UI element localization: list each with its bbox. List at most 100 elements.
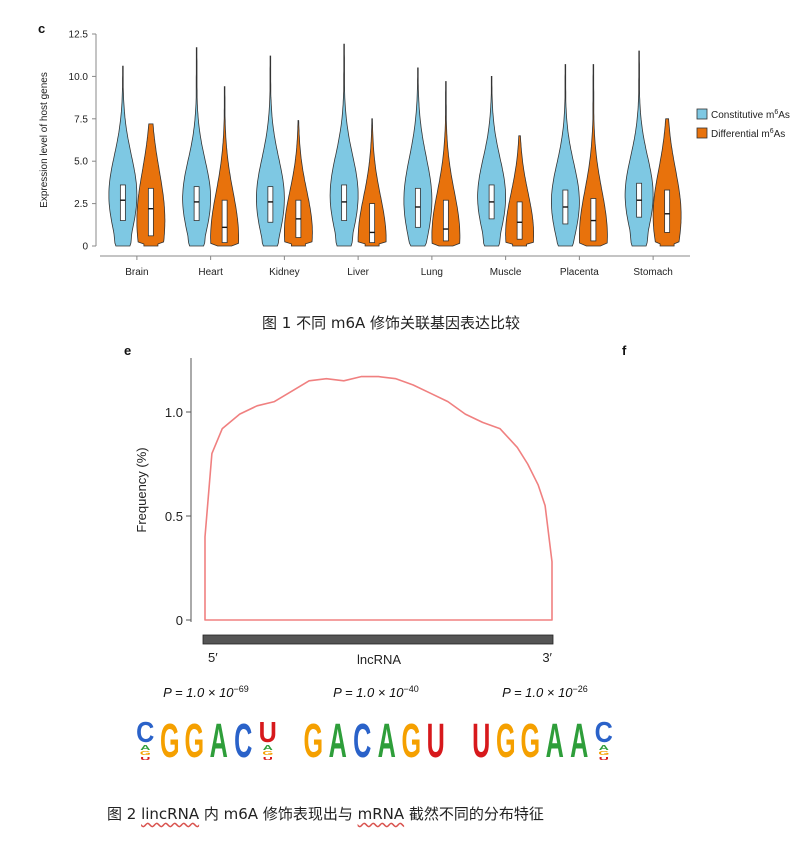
motif-letter-0-1: G bbox=[160, 714, 180, 768]
box-lung-0 bbox=[414, 187, 421, 228]
violin-chart: 0 2.5 5.0 7.5 10.0 12.5 Expression level of ho… bbox=[39, 30, 790, 279]
pvalue-base: P = 1.0 × 10 bbox=[333, 685, 404, 700]
caption-suffix: 截然不同的分布特征 bbox=[404, 805, 544, 823]
motif-letter-2-1: G bbox=[496, 714, 516, 768]
frequency-line bbox=[204, 375, 553, 621]
x-start-label: 5′ bbox=[208, 650, 218, 665]
pvalue-exp: −40 bbox=[404, 684, 419, 694]
violin-placenta-differential bbox=[579, 64, 608, 247]
violin-kidney-constitutive bbox=[255, 55, 285, 247]
panel-letter-c: c bbox=[38, 21, 45, 36]
figure-1-caption: 图 1 不同 m6A 修饰关联基因表达比较 bbox=[262, 314, 521, 332]
box-placenta-1 bbox=[590, 198, 597, 242]
box-heart-1 bbox=[221, 199, 228, 244]
motif-letter-2-5: C bbox=[595, 716, 613, 748]
motif-letter-2-0: U bbox=[472, 714, 490, 768]
pvalue-base: P = 1.0 × 10 bbox=[163, 685, 234, 700]
motif-minor-glyph: G bbox=[140, 750, 151, 756]
motif-letter-2-4: A bbox=[570, 714, 588, 768]
pvalue-base: P = 1.0 × 10 bbox=[502, 685, 573, 700]
violin-heart-differential bbox=[210, 86, 239, 247]
legend-label-1: Differential m6As bbox=[711, 128, 785, 140]
motif-letter-2-2: G bbox=[520, 714, 540, 768]
violin-muscle-differential bbox=[505, 135, 534, 247]
motif-minor-glyph: G bbox=[262, 750, 273, 756]
legend-label-sup: 6 bbox=[770, 128, 774, 135]
legend-label-0: Constitutive m6As bbox=[711, 109, 790, 121]
legend-label-tail: As bbox=[778, 110, 790, 121]
motif-letter-0-4: C bbox=[234, 714, 252, 768]
caption-middle: 内 m6A 修饰表现出与 bbox=[199, 805, 358, 823]
pvalue-exp: −69 bbox=[234, 684, 249, 694]
box-heart-0 bbox=[193, 186, 200, 221]
motif-letter-1-4: G bbox=[401, 714, 421, 768]
motif-letter-1-5: U bbox=[427, 714, 445, 768]
y-tick-label: 12.5 bbox=[69, 30, 89, 41]
x-tick-label-heart: Heart bbox=[198, 267, 223, 278]
x-tick-label-kidney: Kidney bbox=[269, 267, 300, 278]
legend-label-tail: As bbox=[774, 129, 786, 140]
caption-lincrna: lincRNA bbox=[141, 805, 200, 823]
motif-letter-0-0: C bbox=[136, 716, 154, 748]
x-tick-label-lung: Lung bbox=[421, 267, 443, 278]
legend-swatch-1 bbox=[696, 127, 708, 139]
motif-minor-glyph: G bbox=[598, 750, 609, 756]
motif-letter-0-5: U bbox=[259, 716, 277, 748]
caption-prefix: 图 2 bbox=[107, 805, 142, 823]
motif-pvalue-2: P = 1.0 × 10−26 bbox=[502, 684, 588, 700]
y-tick-label: 0 bbox=[82, 242, 88, 253]
box-kidney-0 bbox=[267, 186, 274, 223]
figure-2-caption: 图 2 lincRNA 内 m6A 修饰表现出与 mRNA 截然不同的分布特征 bbox=[107, 803, 544, 824]
panel-letter-f: f bbox=[622, 343, 627, 358]
y-tick-label: 0 bbox=[176, 613, 183, 628]
box-stomach-1 bbox=[664, 189, 671, 233]
motif-letter-1-3: A bbox=[378, 714, 396, 768]
x-tick-label-liver: Liver bbox=[347, 267, 369, 278]
pvalue-exp: −26 bbox=[573, 684, 588, 694]
legend-label-base: Differential m bbox=[711, 129, 770, 140]
box-brain-0 bbox=[119, 184, 126, 221]
violin-stomach-constitutive bbox=[624, 50, 654, 247]
x-tick-label-stomach: Stomach bbox=[633, 267, 672, 278]
box-liver-1 bbox=[369, 203, 376, 244]
violin-lung-constitutive bbox=[403, 67, 433, 247]
frequency-chart: 0 0.5 1.0 Frequency (%) 5′ 3′ lncRNA bbox=[134, 358, 554, 667]
legend-label-sup: 6 bbox=[774, 109, 778, 116]
violin-lung-differential bbox=[431, 81, 461, 247]
motif-letter-1-1: A bbox=[329, 714, 347, 768]
x-axis-label: lncRNA bbox=[357, 652, 401, 667]
motif-letter-0-3: A bbox=[210, 714, 228, 768]
motif-pvalue-1: P = 1.0 × 10−40 bbox=[333, 684, 419, 700]
lncrna-bar bbox=[202, 634, 554, 645]
violin-muscle-constitutive bbox=[477, 76, 506, 247]
y-tick-label: 10.0 bbox=[69, 72, 89, 83]
y-tick-label: 7.5 bbox=[74, 114, 88, 125]
violin-placenta-constitutive bbox=[551, 64, 580, 247]
violin-stomach-differential bbox=[652, 118, 682, 247]
y-tick-label: 1.0 bbox=[165, 405, 183, 420]
y-tick-label: 5.0 bbox=[74, 157, 88, 168]
motif-letter-1-2: C bbox=[353, 714, 371, 768]
legend-label-base: Constitutive m bbox=[711, 110, 774, 121]
motif-minor-glyph: A bbox=[599, 744, 609, 752]
box-brain-1 bbox=[147, 187, 154, 237]
violin-liver-differential bbox=[357, 118, 387, 247]
motif-pvalue-0: P = 1.0 × 10−69 bbox=[163, 684, 249, 700]
y-axis-label: Frequency (%) bbox=[134, 447, 149, 532]
y-tick-label: 2.5 bbox=[74, 199, 88, 210]
motif-minor-glyph: U bbox=[140, 757, 150, 761]
y-tick-label: 0.5 bbox=[165, 509, 183, 524]
panel-letter-e: e bbox=[124, 343, 131, 358]
y-axis-label: Expression level of host genes bbox=[39, 72, 50, 208]
motif-minor-glyph: U bbox=[599, 757, 609, 761]
motif-letter-1-0: G bbox=[303, 714, 323, 768]
motif-letter-2-3: A bbox=[546, 714, 564, 768]
caption-mrna: mRNA bbox=[357, 805, 405, 823]
motif-minor-glyph: A bbox=[263, 744, 273, 752]
violin-brain-differential bbox=[136, 123, 166, 247]
legend-swatch-0 bbox=[696, 108, 708, 120]
violin-kidney-differential bbox=[284, 120, 313, 247]
violin-heart-constitutive bbox=[182, 47, 211, 247]
